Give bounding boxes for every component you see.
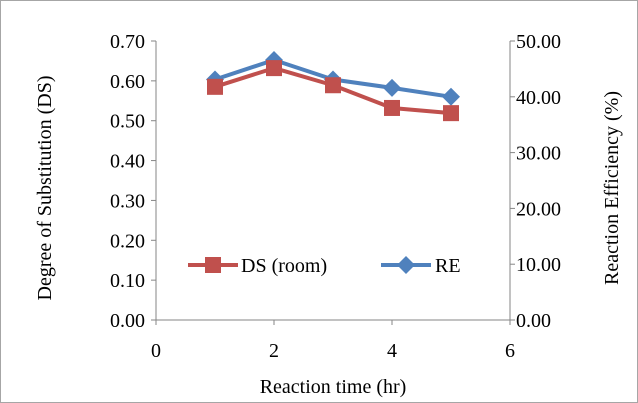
y2-tick-label: 30.00 (516, 143, 561, 165)
legend-label: DS (room) (241, 255, 327, 277)
data-point (384, 99, 400, 116)
y-tick-label: 0.40 (110, 151, 145, 173)
x-tick-label: 0 (151, 340, 161, 362)
x-tick-label: 6 (505, 340, 515, 362)
tick-labels: 0.00 0.10 0.20 0.30 0.40 0.50 0.60 0.70 0.00 10.0… (110, 31, 561, 362)
x-axis-title: Reaction time (hr) (260, 376, 407, 398)
data-point (442, 87, 460, 106)
y-axis-title: Degree of Substitution (DS) (34, 76, 56, 301)
y2-tick-label: 10.00 (516, 254, 561, 276)
y2-tick-label: 0.00 (516, 310, 551, 332)
legend-marker (397, 256, 415, 274)
y2-axis-title: Reaction Efficiency (%) (601, 91, 623, 285)
data-point (207, 78, 223, 95)
series-layer (206, 50, 460, 122)
y2-tick-label: 40.00 (516, 87, 561, 109)
y-tick-label: 0.50 (110, 111, 145, 133)
legend-item: DS (room) (188, 255, 327, 277)
x-tick-label: 2 (269, 340, 279, 362)
y-tick-label: 0.20 (110, 230, 145, 252)
legend-label: RE (435, 255, 461, 277)
axes (151, 40, 515, 325)
y2-tick-label: 50.00 (516, 31, 561, 53)
data-point (383, 78, 401, 97)
legend-marker (205, 257, 221, 273)
y-tick-label: 0.60 (110, 71, 145, 93)
y-tick-label: 0.10 (110, 270, 145, 292)
x-tick-label: 4 (387, 340, 397, 362)
legend-item: RE (381, 255, 461, 277)
data-point (325, 77, 341, 94)
y-tick-label: 0.70 (110, 31, 145, 53)
legend: DS (room) RE (188, 255, 461, 277)
y2-tick-label: 20.00 (516, 198, 561, 220)
series-ds-room (207, 60, 459, 122)
data-point (443, 105, 459, 122)
y-tick-label: 0.30 (110, 190, 145, 212)
y-tick-label: 0.00 (110, 310, 145, 332)
data-point (266, 60, 282, 77)
